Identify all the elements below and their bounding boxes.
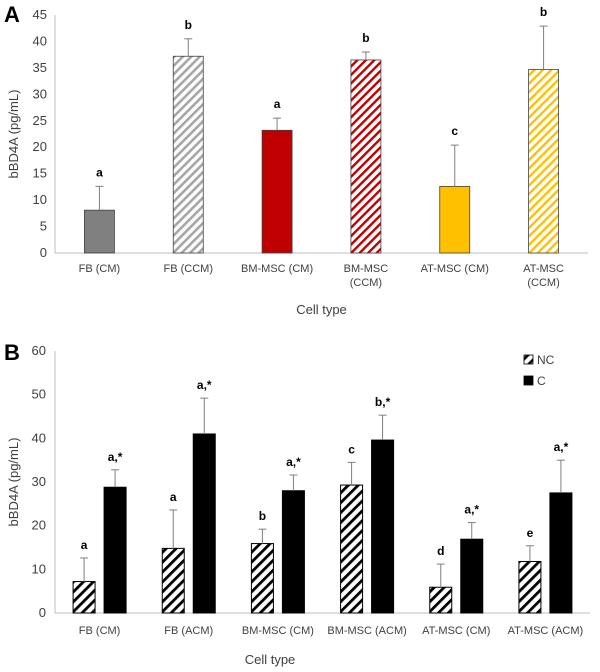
panel-b-y-tick-label: 60	[32, 343, 46, 358]
panel-a-y-axis-title: bBD4A (pg/mL)	[6, 90, 21, 179]
panel-a-x-tick-label: AT-MSC (CM)	[421, 263, 489, 275]
panel-a-x-tick-label: (CCM)	[527, 277, 559, 289]
panel-a-significance-letter: c	[451, 124, 458, 138]
panel-a-y-tick-label: 5	[40, 219, 47, 234]
panel-a-x-tick-label: FB (CM)	[79, 263, 121, 275]
panel-a-significance-letter: a	[96, 165, 103, 179]
panel-a-bar	[350, 59, 382, 254]
panel-a-bar	[439, 185, 471, 254]
panel-b-x-tick-label: BM-MSC (CM)	[242, 625, 314, 637]
panel-b-x-axis-title: Cell type	[245, 652, 296, 667]
panel-b-significance-letter: a,*	[464, 503, 479, 517]
panel-b-y-tick-label: 50	[32, 387, 46, 402]
panel-b-significance-letter: b	[259, 509, 266, 523]
panel-a-x-tick-label: AT-MSC	[523, 263, 564, 275]
panel-b-significance-letter: b,*	[375, 395, 391, 409]
panel-b-bar-c	[371, 439, 395, 614]
panel-a-y-tick-label: 0	[40, 245, 47, 260]
panel-b-significance-letter: e	[527, 526, 534, 540]
panel-b-y-axis-title: bBD4A (pg/mL)	[6, 438, 21, 527]
panel-b-x-tick-label: AT-MSC (ACM)	[508, 625, 584, 637]
panel-b-y-tick-label: 10	[32, 561, 46, 576]
panel-b-significance-letter: c	[348, 442, 355, 456]
panel-b-y-tick-label: 20	[32, 518, 46, 533]
panel-b-bar-c	[460, 538, 484, 614]
panel-a-bar	[528, 69, 559, 254]
panel-a-y-tick-label: 30	[33, 86, 47, 101]
legend-label: C	[537, 374, 546, 388]
panel-b-significance-letter: a	[81, 538, 88, 552]
panel-b-significance-letter: a	[170, 490, 177, 504]
panel-a-x-tick-label: BM-MSC (CM)	[241, 263, 313, 275]
panel-b-significance-letter: a,*	[286, 455, 301, 469]
panel-b-y-tick-label: 30	[32, 474, 46, 489]
panel-a-x-axis-title: Cell type	[296, 302, 347, 317]
panel-a-bar	[261, 129, 293, 254]
panel-a-y-tick-label: 35	[33, 60, 47, 75]
panel-b-x-tick-label: FB (ACM)	[164, 625, 213, 637]
panel-b-bar-nc	[518, 560, 542, 614]
panel-a-y-tick-label: 45	[33, 7, 47, 22]
panel-b-bar-nc	[161, 547, 185, 614]
panel-a-x-tick-label: FB (CCM)	[164, 263, 214, 275]
legend-swatch	[523, 354, 534, 365]
panel-b-significance-letter: d	[437, 544, 444, 558]
panel-a-x-tick-label: (CCM)	[350, 277, 382, 289]
legend-label: NC	[537, 353, 555, 367]
panel-b-bar-c	[103, 486, 127, 614]
panel-a-y-tick-label: 15	[33, 166, 47, 181]
panel-a-y-tick-label: 10	[33, 192, 47, 207]
panel-b-significance-letter: a,*	[197, 378, 212, 392]
panel-a-significance-letter: b	[540, 5, 547, 19]
panel-a-significance-letter: a	[274, 97, 281, 111]
panel-b-x-tick-label: AT-MSC (CM)	[422, 625, 490, 637]
panel-a-bar	[172, 55, 204, 254]
panel-b-x-tick-label: FB (CM)	[79, 625, 121, 637]
panel-a-label: A	[4, 2, 20, 27]
panel-b-bar-c	[192, 433, 216, 614]
panel-b-x-tick-label: BM-MSC (ACM)	[327, 625, 406, 637]
panel-b-bar-nc	[340, 484, 364, 614]
panel-b-bar-nc	[429, 586, 453, 614]
panel-a-y-tick-label: 40	[33, 33, 47, 48]
panel-b-bar-nc	[250, 543, 274, 614]
panel-b-bar-c	[549, 492, 573, 614]
panel-a-y-tick-label: 25	[33, 113, 47, 128]
panel-a-bar	[84, 209, 115, 254]
panel-b-y-tick-label: 40	[32, 430, 46, 445]
panel-a-y-tick-label: 20	[33, 139, 47, 154]
panel-b-label: B	[4, 340, 20, 365]
legend-swatch	[523, 375, 534, 386]
panel-b-significance-letter: a,*	[554, 440, 569, 454]
panel-b-significance-letter: a,*	[108, 450, 123, 464]
panel-b-bar-c	[281, 490, 305, 614]
panel-a-significance-letter: b	[185, 18, 192, 32]
panel-b-bar-nc	[72, 581, 96, 614]
panel-b-y-tick-label: 0	[39, 605, 46, 620]
panel-a-x-tick-label: BM-MSC	[344, 263, 389, 275]
panel-a-significance-letter: b	[362, 31, 369, 45]
